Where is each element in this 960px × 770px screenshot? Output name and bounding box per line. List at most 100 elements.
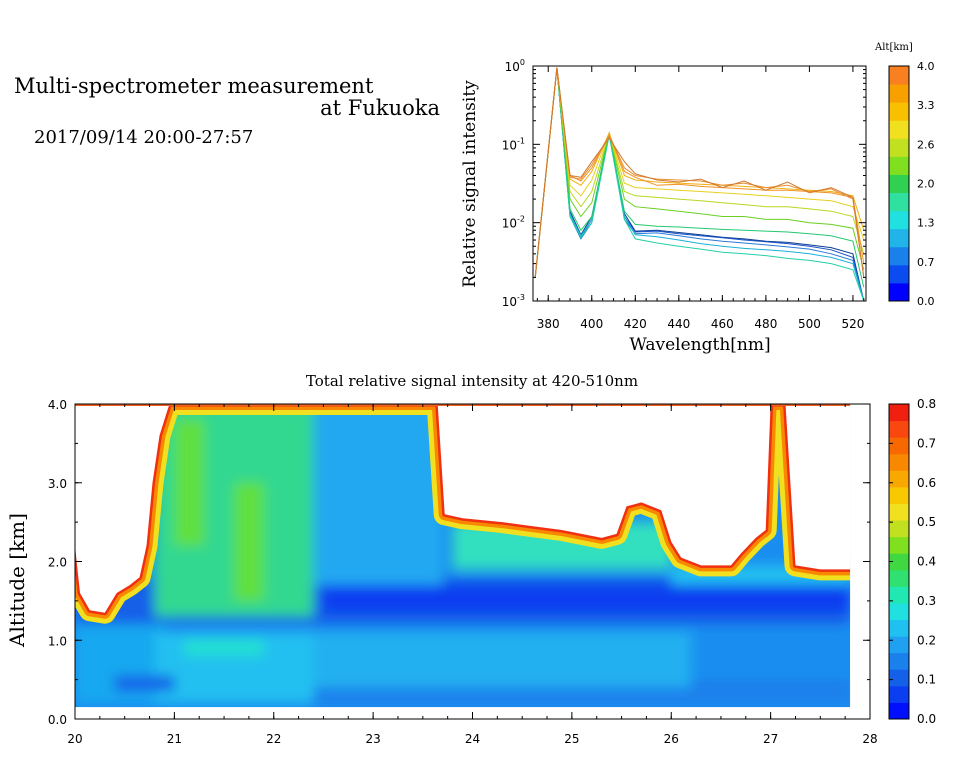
altitude-colorbar-tick-label: 2.6: [917, 138, 935, 151]
heatmap-x-tick-label: 24: [465, 732, 480, 746]
intensity-colorbar-tick-label: 0.0: [917, 712, 936, 726]
altitude-colorbar-tick-label: 2.0: [917, 178, 935, 191]
heatmap-y-tick-label: 2.0: [48, 556, 67, 570]
spectrum-series-7: [534, 67, 865, 278]
intensity-colorbar-tick-label: 0.4: [917, 555, 936, 569]
altitude-colorbar-swatch: [889, 120, 909, 139]
heatmap-dark-band-core: [323, 585, 851, 613]
spectrum-series-4: [534, 67, 865, 301]
intensity-colorbar-swatch: [889, 636, 909, 654]
intensity-colorbar-tick-label: 0.8: [917, 397, 936, 411]
altitude-colorbar-swatch: [889, 156, 909, 175]
heatmap-x-tick-label: 25: [564, 732, 579, 746]
intensity-colorbar-swatch: [889, 437, 909, 455]
intensity-colorbar-swatch: [889, 685, 909, 703]
altitude-colorbar-label: Alt[km]: [874, 42, 913, 53]
intensity-colorbar-tick-label: 0.7: [917, 436, 936, 450]
spectrum-y-tick-label: 10-2: [502, 215, 525, 231]
altitude-colorbar-swatch: [889, 84, 909, 103]
altitude-colorbar-swatch: [889, 282, 909, 302]
intensity-colorbar-swatch: [889, 619, 909, 637]
altitude-colorbar-swatch: [889, 66, 909, 85]
intensity-colorbar-tick-label: 0.3: [917, 594, 936, 608]
spectrum-x-ticks: 380 400 420 440 460 480 500 520: [537, 66, 864, 331]
spectrum-x-tick-label: 440: [667, 317, 690, 331]
subtitle: 2017/09/14 20:00-27:57: [34, 127, 254, 148]
spectrum-x-tick-label: 500: [798, 317, 821, 331]
spectrum-chart: 380 400 420 440 460 480 500 520 10-3 10-2 10-1 100…: [460, 42, 935, 355]
heatmap-cloud-core: [174, 419, 205, 546]
intensity-colorbar-swatch: [889, 602, 909, 621]
spectrum-series-5: [534, 67, 865, 288]
intensity-colorbar-swatch: [889, 536, 909, 554]
spectrum-x-tick-label: 460: [711, 317, 734, 331]
intensity-colorbar-tick-label: 0.6: [917, 476, 936, 490]
altitude-colorbar-swatch: [889, 174, 909, 194]
spectrum-series-6: [534, 67, 865, 278]
main-title-line2: at Fukuoka: [320, 96, 440, 120]
heatmap-x-ticks: 20 21 22 23 24 25 26 27 28: [67, 404, 878, 746]
intensity-colorbar-swatch: [889, 470, 909, 488]
intensity-colorbar-swatch: [889, 520, 909, 538]
no-data-mask: [75, 404, 851, 613]
intensity-colorbar-swatch: [889, 669, 909, 687]
heatmap-upper-layer: [313, 404, 443, 586]
heatmap-structures: [75, 404, 851, 704]
spectrum-series-12: [534, 67, 865, 278]
spectrum-series-3: [534, 67, 865, 301]
heatmap-x-tick-label: 28: [862, 732, 877, 746]
heatmap-title: Total relative signal intensity at 420-5…: [306, 372, 638, 390]
heatmap-x-tick-label: 26: [664, 732, 679, 746]
altitude-colorbar-tick-label: 0.0: [917, 295, 935, 308]
intensity-colorbar-tick-label: 0.2: [917, 633, 936, 647]
heatmap-x-tick-label: 21: [167, 732, 182, 746]
spectrum-y-tick-label: 10-3: [502, 293, 525, 309]
altitude-colorbar-tick-label: 4.0: [917, 60, 935, 73]
altitude-colorbar-swatch: [889, 192, 909, 212]
heatmap-bright-patch: [184, 640, 264, 656]
altitude-colorbar-swatch: [889, 264, 909, 284]
altitude-colorbar-tick-label: 0.7: [917, 256, 935, 269]
altitude-colorbar-swatch: [889, 210, 909, 230]
heatmap-y-tick-label: 1.0: [48, 634, 67, 648]
intensity-colorbar-swatch: [889, 569, 909, 587]
altitude-colorbar-frame: [888, 65, 910, 302]
spectrum-y-tick-label: 10-1: [502, 136, 525, 152]
heatmap-x-tick-label: 22: [266, 732, 281, 746]
intensity-colorbar-swatch: [889, 553, 909, 571]
intensity-colorbar-swatch: [889, 652, 909, 670]
intensity-colorbar-swatch: [889, 702, 909, 720]
intensity-colorbar-swatch: [889, 420, 909, 438]
intensity-colorbar: 0.0 0.1 0.2 0.3 0.4 0.5 0.6 0.7 0.8: [888, 397, 936, 726]
spectrum-series-11: [534, 67, 865, 278]
spectrum-series-9: [534, 67, 865, 278]
spectrum-x-tick-label: 380: [537, 317, 560, 331]
heatmap-mid-layer: [313, 632, 692, 688]
heatmap-cloud-core: [234, 482, 264, 601]
heatmap-x-tick-label: 23: [365, 732, 380, 746]
spectrum-series-8: [534, 67, 865, 278]
spectrum-lines: [534, 67, 865, 301]
intensity-colorbar-swatch: [889, 503, 909, 521]
spectrum-x-tick-label: 520: [841, 317, 864, 331]
heatmap-dark-patch: [114, 675, 175, 692]
altitude-colorbar-swatch: [889, 102, 909, 121]
spectrum-y-tick-label: 100: [505, 58, 525, 74]
altitude-colorbar-tick-label: 3.3: [917, 99, 935, 112]
altitude-colorbar-swatch: [889, 228, 909, 248]
heatmap-chart: Total relative signal intensity at 420-5…: [5, 372, 936, 746]
intensity-colorbar-tick-label: 0.1: [917, 673, 936, 687]
altitude-colorbar-swatch: [889, 138, 909, 157]
intensity-colorbar-tick-label: 0.5: [917, 515, 936, 529]
spectrum-x-tick-label: 420: [624, 317, 647, 331]
intensity-colorbar-swatch: [889, 486, 909, 504]
main-title-line1: Multi-spectrometer measurement: [14, 74, 374, 98]
intensity-colorbar-swatch: [889, 586, 909, 604]
spectrum-series-2: [534, 67, 865, 301]
heatmap-y-label: Altitude [km]: [5, 513, 29, 648]
heatmap-y-tick-label: 3.0: [48, 477, 67, 491]
spectrum-x-tick-label: 400: [580, 317, 603, 331]
spectrum-x-tick-label: 480: [754, 317, 777, 331]
intensity-colorbar-swatch: [889, 453, 909, 471]
heatmap-x-tick-label: 20: [67, 732, 82, 746]
